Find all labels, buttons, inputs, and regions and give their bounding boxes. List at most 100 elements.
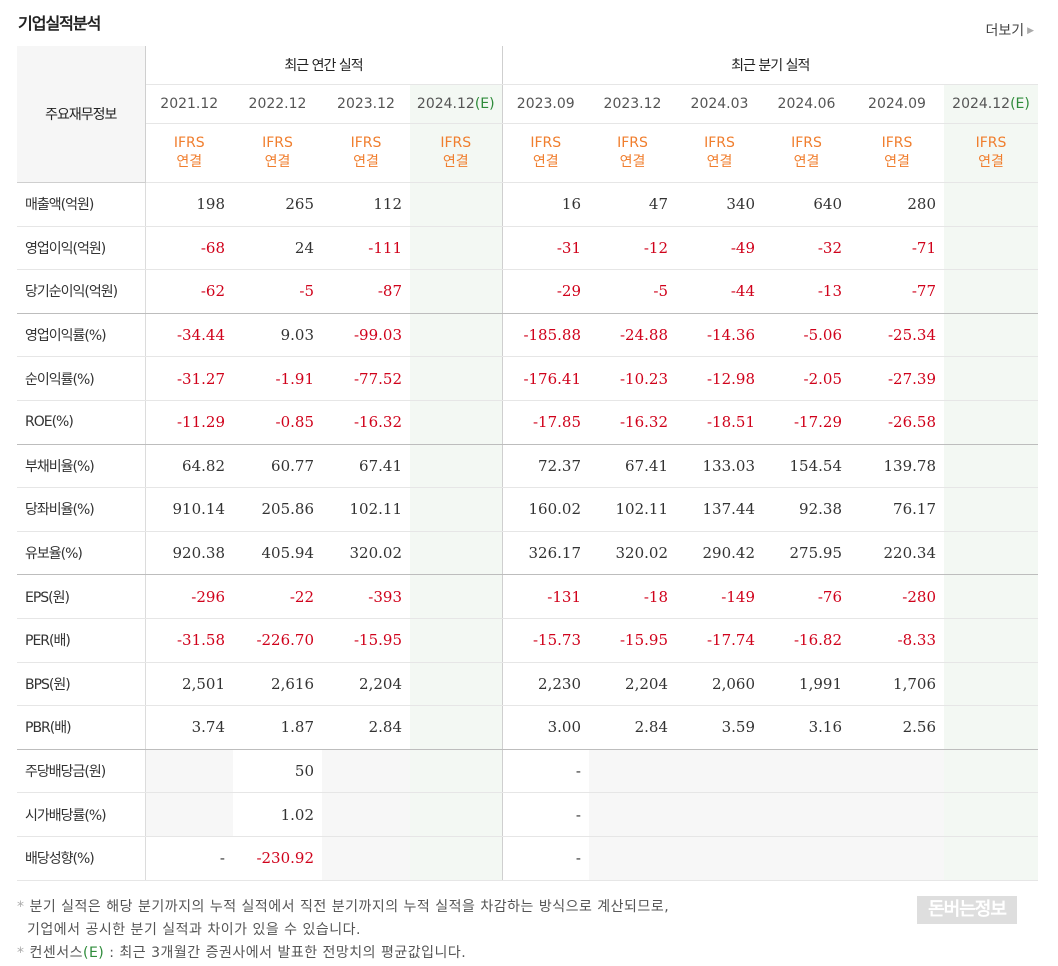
row-label: 영업이익(억원) xyxy=(17,226,146,271)
consolidated-text: 연결 xyxy=(353,154,379,170)
more-link[interactable]: 더보기 ▶ xyxy=(985,20,1034,40)
table-cell xyxy=(322,836,410,881)
table-cell xyxy=(410,400,503,445)
table-cell: 133.03 xyxy=(676,444,763,489)
more-label: 더보기 xyxy=(985,23,1025,39)
ifrs-text: IFRS xyxy=(262,135,293,151)
table-cell: 2,230 xyxy=(502,662,589,707)
ifrs-badge: IFRS 연결 xyxy=(233,123,322,183)
table-cell xyxy=(944,662,1039,707)
consolidated-text: 연결 xyxy=(264,154,291,170)
table-cell: 320.02 xyxy=(589,531,676,576)
table-cell: 340 xyxy=(676,182,763,227)
estimate-mark: (E) xyxy=(474,96,495,112)
table-cell: -176.41 xyxy=(502,356,589,401)
table-cell: -11.29 xyxy=(145,400,233,445)
table-cell xyxy=(410,749,503,794)
table-row: 당좌비율(%) 910.14 205.86 102.11 160.02 102.11 137… xyxy=(17,487,1039,532)
table-cell xyxy=(944,792,1039,837)
row-label: PBR(배) xyxy=(17,705,146,750)
table-cell: 2,060 xyxy=(676,662,763,707)
table-cell: 320.02 xyxy=(322,531,410,576)
table-cell: -1.91 xyxy=(233,356,322,401)
table-cell: -2.05 xyxy=(763,356,850,401)
table-cell: -5.06 xyxy=(763,313,850,358)
table-cell: -17.85 xyxy=(502,400,589,445)
column-date-text: 2022.12 xyxy=(248,96,307,112)
table-cell: -68 xyxy=(145,226,233,271)
annual-group-header: 최근 연간 실적 xyxy=(145,46,503,85)
table-cell: 154.54 xyxy=(763,444,850,489)
table-cell: 2.56 xyxy=(850,705,944,750)
footnote-2-text: : 최근 3개월간 증권사에서 발표한 전망치의 평균값입니다. xyxy=(109,945,467,961)
table-cell xyxy=(410,531,503,576)
column-date-text: 2024.03 xyxy=(690,96,749,112)
financial-table: 주요재무정보 최근 연간 실적 최근 분기 실적 2021.12 2022.12 2… xyxy=(17,46,1039,881)
consolidated-text: 연결 xyxy=(442,154,469,170)
table-cell xyxy=(944,356,1039,401)
table-body: 매출액(억원) 198 265 112 16 47 340 640 280 영업이익(억원) -68… xyxy=(17,182,1039,881)
table-cell: -49 xyxy=(676,226,763,271)
table-cell: - xyxy=(145,836,233,881)
table-cell: -15.95 xyxy=(589,618,676,663)
table-cell: 265 xyxy=(233,182,322,227)
table-cell: 72.37 xyxy=(502,444,589,489)
row-label: BPS(원) xyxy=(17,662,146,707)
table-cell xyxy=(944,226,1039,271)
table-cell xyxy=(850,792,944,837)
table-cell xyxy=(944,269,1039,314)
table-cell xyxy=(763,836,850,881)
consolidated-text: 연결 xyxy=(793,154,820,170)
estimate-mark: (E) xyxy=(1010,96,1030,112)
table-cell: -77.52 xyxy=(322,356,410,401)
table-cell: -24.88 xyxy=(589,313,676,358)
table-cell: -12.98 xyxy=(676,356,763,401)
ifrs-badge: IFRS 연결 xyxy=(763,123,850,183)
table-cell: 275.95 xyxy=(763,531,850,576)
table-cell xyxy=(410,269,503,314)
table-row: 시가배당률(%) 1.02 - xyxy=(17,792,1039,837)
table-cell: 24 xyxy=(233,226,322,271)
table-cell: 92.38 xyxy=(763,487,850,532)
table-cell: 50 xyxy=(233,749,322,794)
table-cell: 102.11 xyxy=(589,487,676,532)
table-cell: -76 xyxy=(763,574,850,619)
column-date-quarter-5: 2024.12(E) xyxy=(944,84,1039,124)
table-cell: -13 xyxy=(763,269,850,314)
table-cell xyxy=(944,182,1039,227)
table-cell xyxy=(676,792,763,837)
consolidated-text: 연결 xyxy=(619,154,646,170)
table-cell xyxy=(322,792,410,837)
consolidated-text: 연결 xyxy=(706,154,733,170)
column-date-text: 2023.12 xyxy=(337,96,395,112)
ifrs-text: IFRS xyxy=(881,135,913,151)
column-date-text: 2023.09 xyxy=(516,96,575,112)
table-cell: 2,501 xyxy=(145,662,233,707)
ifrs-text: IFRS xyxy=(350,135,382,151)
table-cell: -87 xyxy=(322,269,410,314)
table-cell xyxy=(410,662,503,707)
table-cell xyxy=(676,749,763,794)
table-row: 영업이익률(%) -34.44 9.03 -99.03 -185.88 -24.88 -14… xyxy=(17,313,1039,358)
table-cell: 160.02 xyxy=(502,487,589,532)
table-cell xyxy=(145,749,233,794)
table-cell: -16.32 xyxy=(589,400,676,445)
table-row: EPS(원) -296 -22 -393 -131 -18 -149 -76 -280 xyxy=(17,574,1039,619)
table-cell: 60.77 xyxy=(233,444,322,489)
table-cell: 3.59 xyxy=(676,705,763,750)
ifrs-text: IFRS xyxy=(975,135,1007,151)
table-cell xyxy=(944,618,1039,663)
table-cell xyxy=(410,574,503,619)
table-cell: 280 xyxy=(850,182,944,227)
table-cell: -16.82 xyxy=(763,618,850,663)
table-cell: 1,706 xyxy=(850,662,944,707)
row-label: EPS(원) xyxy=(17,574,146,619)
row-label: 당좌비율(%) xyxy=(17,487,146,532)
chevron-right-icon: ▶ xyxy=(1027,26,1034,36)
table-cell: 16 xyxy=(502,182,589,227)
table-cell: 112 xyxy=(322,182,410,227)
column-date-text: 2024.12 xyxy=(416,96,475,112)
table-cell xyxy=(410,444,503,489)
table-cell xyxy=(322,749,410,794)
table-row: 당기순이익(억원) -62 -5 -87 -29 -5 -44 -13 -77 xyxy=(17,269,1039,314)
